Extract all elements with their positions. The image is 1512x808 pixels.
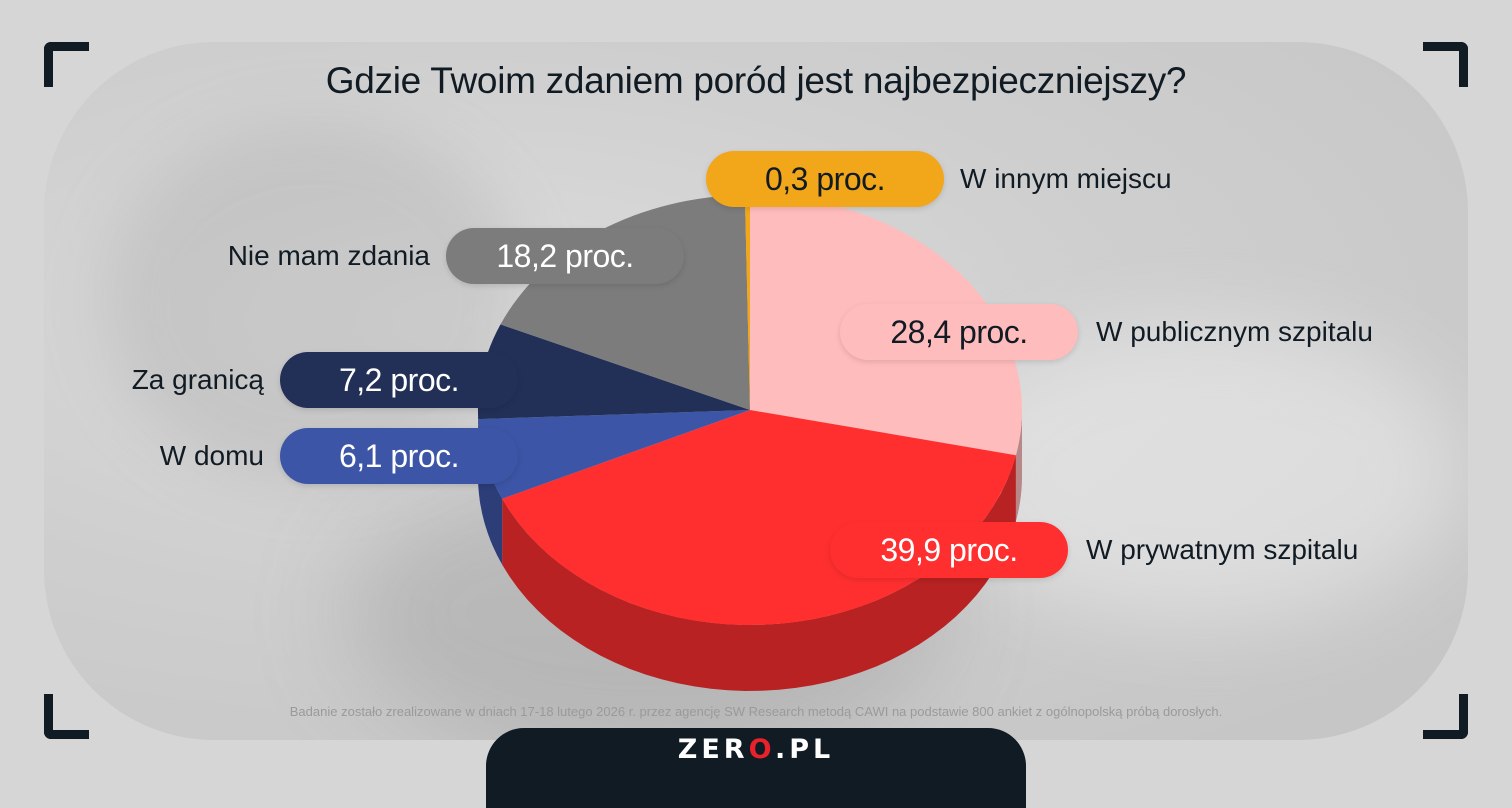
category-label: W innym miejscu: [960, 151, 1172, 207]
value-label: 39,9 proc.: [830, 522, 1068, 578]
category-label: Za granicą: [132, 352, 264, 408]
brand-text: .PL: [775, 734, 834, 765]
value-label: 18,2 proc.: [446, 228, 684, 284]
brand-text: ZER: [678, 734, 749, 765]
category-label: W domu: [160, 428, 264, 484]
brand-text-accent: O: [749, 734, 775, 765]
value-label: 6,1 proc.: [280, 428, 518, 484]
brand-logo: ZERO.PL: [0, 734, 1512, 765]
value-label: 0,3 proc.: [706, 151, 944, 207]
category-label: W prywatnym szpitalu: [1086, 522, 1358, 578]
value-label: 7,2 proc.: [280, 352, 518, 408]
footnote: Badanie zostało zrealizowane w dniach 17…: [0, 704, 1512, 719]
value-label: 28,4 proc.: [840, 304, 1078, 360]
category-label: Nie mam zdania: [228, 228, 430, 284]
category-label: W publicznym szpitalu: [1096, 304, 1373, 360]
